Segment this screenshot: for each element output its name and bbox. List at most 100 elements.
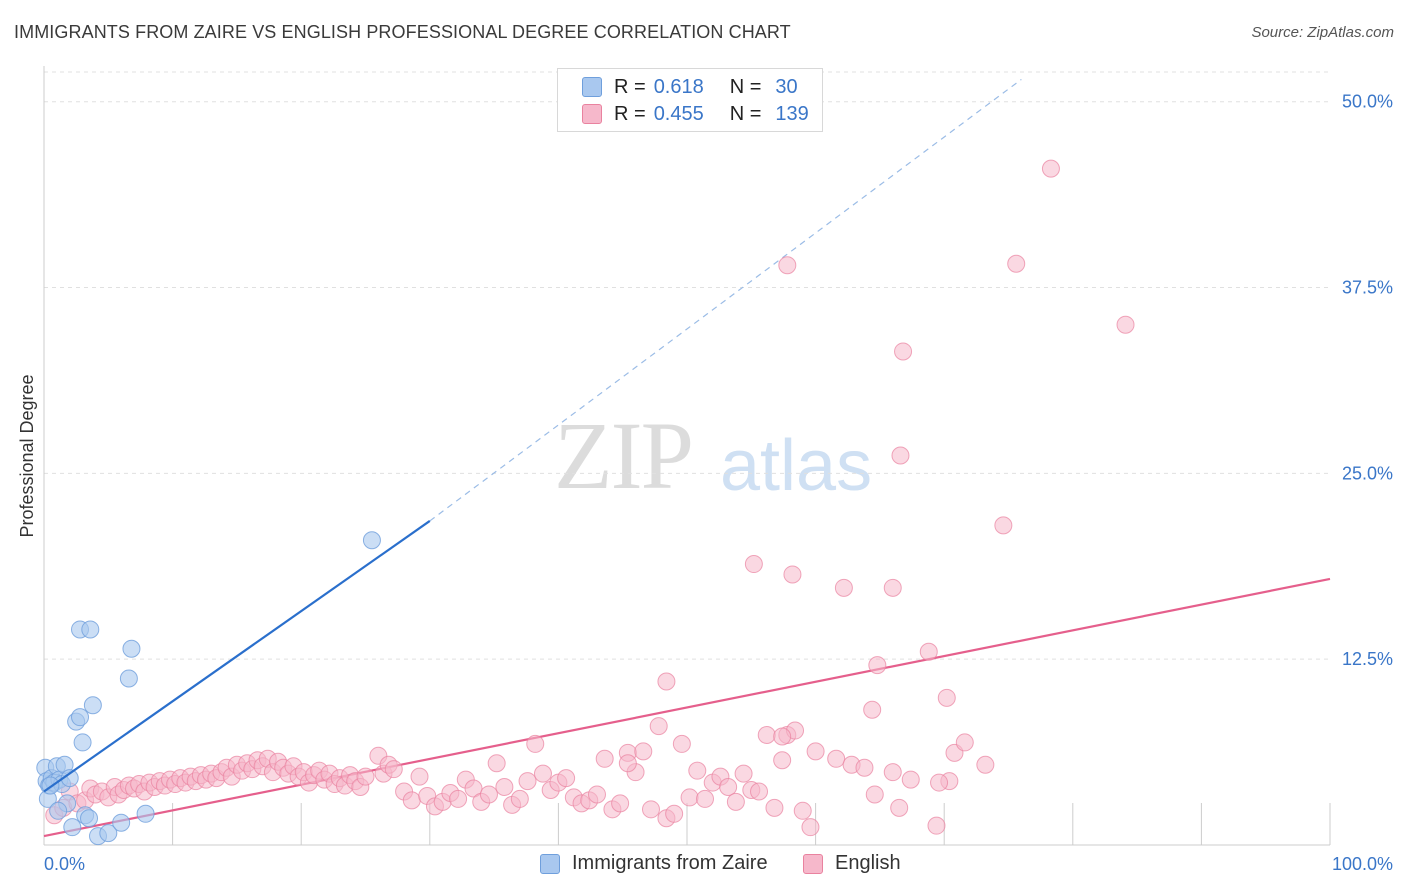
zaire-point: [71, 708, 90, 727]
y-tick-label: 37.5%: [1342, 278, 1393, 298]
english-point: [641, 800, 660, 819]
english-point: [834, 578, 853, 597]
english-point: [464, 779, 483, 798]
english-point: [927, 816, 946, 835]
english-point: [1041, 159, 1060, 178]
english-point: [526, 734, 545, 753]
english-point: [806, 742, 825, 761]
zaire-point: [136, 804, 155, 823]
english-point: [611, 794, 630, 813]
english-point: [665, 804, 684, 823]
english-point: [657, 672, 676, 691]
x-tick-label: 100.0%: [1332, 854, 1393, 874]
english-point: [696, 789, 715, 808]
english-point: [773, 727, 792, 746]
legend-label-zaire: Immigrants from Zaire: [572, 852, 768, 874]
tick-labels: 12.5% 25.0% 37.5% 50.0% 0.0% 100.0%: [44, 92, 1393, 874]
zaire-point: [49, 801, 68, 820]
english-point: [765, 798, 784, 817]
english-point: [487, 754, 506, 773]
zaire-swatch: [582, 77, 602, 97]
english-point: [778, 256, 797, 275]
grid-lines: [44, 71, 1330, 660]
english-point: [719, 778, 738, 797]
english-swatch: [582, 104, 602, 124]
english-point: [1116, 315, 1135, 334]
english-point: [533, 764, 552, 783]
english-point: [890, 798, 909, 817]
zaire-point: [122, 639, 141, 658]
x-tick-label: 0.0%: [44, 854, 85, 874]
source-label: Source: ZipAtlas.com: [1251, 24, 1394, 41]
english-point: [1007, 254, 1026, 273]
english-point: [495, 778, 514, 797]
zaire-point: [63, 818, 82, 837]
english-trend-line: [43, 577, 1331, 838]
english-point: [801, 818, 820, 837]
series-english-points: [45, 159, 1135, 837]
axes: [43, 66, 1331, 846]
english-point: [734, 764, 753, 783]
english-point: [672, 734, 691, 753]
n-value: 30: [775, 75, 798, 98]
english-point: [510, 789, 529, 808]
english-point: [863, 700, 882, 719]
legend-item-english[interactable]: English: [803, 852, 901, 875]
r-label: R =: [614, 102, 646, 125]
watermark-zip: ZIP: [554, 402, 694, 509]
r-value: 0.455: [653, 102, 704, 125]
zaire-point: [73, 733, 92, 752]
english-point: [688, 761, 707, 780]
zaire-point: [362, 531, 381, 550]
legend-label-english: English: [835, 852, 901, 874]
english-point: [410, 767, 429, 786]
y-tick-label: 50.0%: [1342, 92, 1393, 112]
english-point: [883, 763, 902, 782]
n-label: N =: [729, 75, 762, 98]
chart-title: IMMIGRANTS FROM ZAIRE VS ENGLISH PROFESS…: [14, 22, 791, 42]
zaire-legend-swatch: [540, 853, 560, 874]
series-legend: Immigrants from Zaire English: [0, 852, 1406, 878]
english-point: [726, 792, 745, 811]
y-tick-label: 25.0%: [1342, 463, 1393, 483]
english-point: [868, 656, 887, 675]
english-point: [793, 801, 812, 820]
english-point: [618, 754, 637, 773]
english-point: [976, 755, 995, 774]
english-point: [865, 785, 884, 804]
english-point: [518, 772, 537, 791]
stats-legend: R = 0.618 N = 30 R = 0.455 N = 139: [557, 68, 823, 132]
n-label: N =: [729, 102, 762, 125]
english-point: [827, 749, 846, 768]
english-point: [757, 725, 776, 744]
english-point: [649, 717, 668, 736]
zaire-point: [119, 669, 138, 688]
series-zaire-points: [36, 520, 431, 846]
english-point: [595, 749, 614, 768]
y-tick-label: 12.5%: [1342, 649, 1393, 669]
english-point: [955, 733, 974, 752]
legend-item-zaire[interactable]: Immigrants from Zaire: [540, 852, 768, 875]
english-point: [883, 578, 902, 597]
english-point: [402, 791, 421, 810]
stats-row-english: R = 0.455 N = 139: [582, 101, 809, 127]
english-point: [894, 342, 913, 361]
english-point: [783, 565, 802, 584]
r-value: 0.618: [653, 75, 704, 98]
english-point: [750, 782, 769, 801]
english-point: [634, 742, 653, 761]
english-point: [479, 785, 498, 804]
zaire-point: [99, 824, 118, 843]
n-value: 139: [775, 102, 809, 125]
english-point: [680, 788, 699, 807]
english-point: [901, 770, 920, 789]
english-point: [930, 773, 949, 792]
zaire-point: [80, 809, 99, 828]
zaire-trend-line: [43, 520, 431, 793]
english-point: [855, 758, 874, 777]
english-point: [356, 767, 375, 786]
english-point: [744, 555, 763, 574]
english-legend-swatch: [803, 853, 823, 874]
english-point: [891, 446, 910, 465]
